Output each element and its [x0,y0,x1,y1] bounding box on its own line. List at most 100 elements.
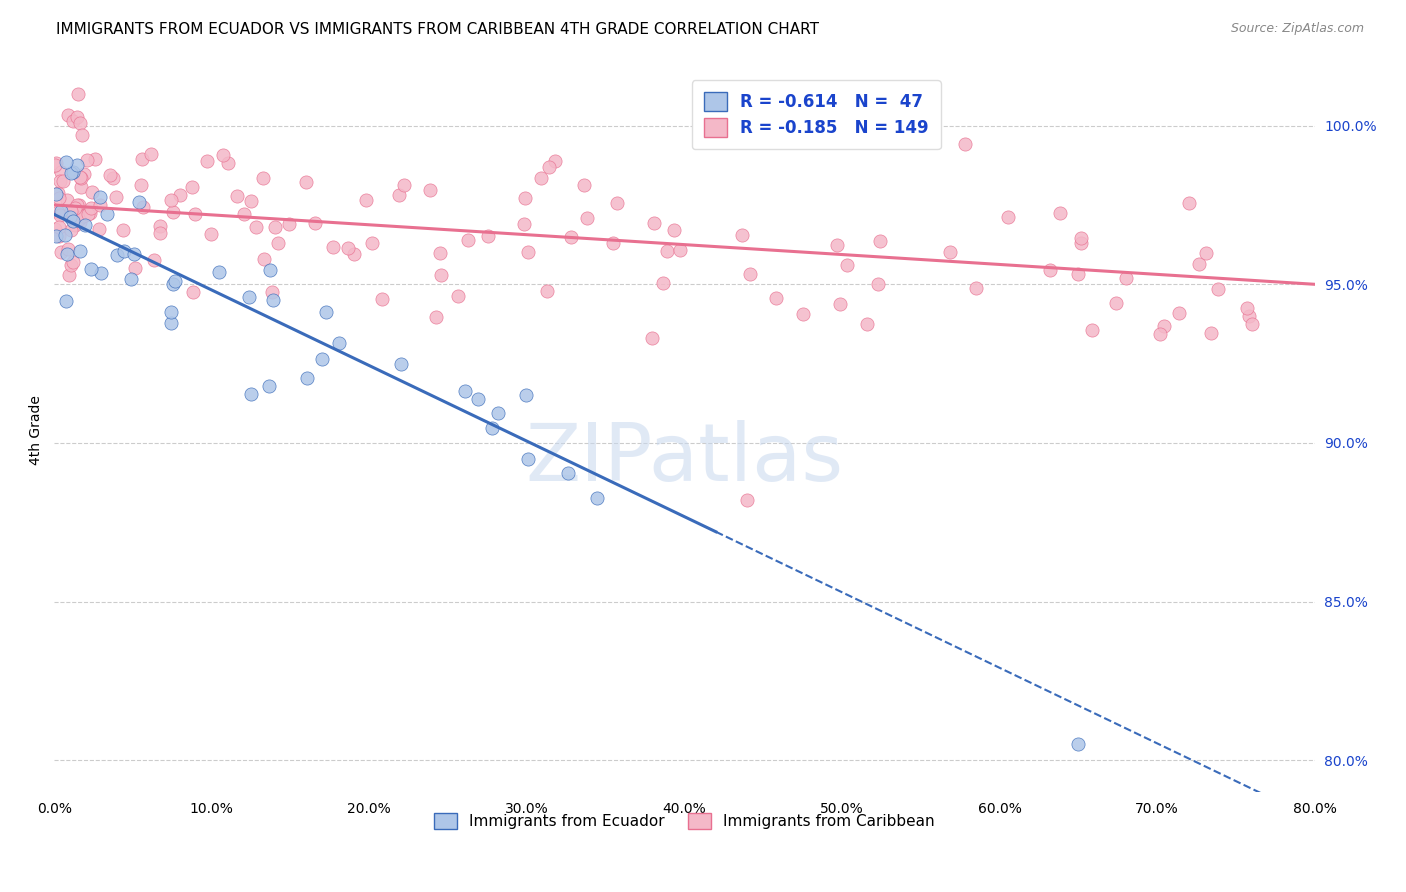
Point [477,229,499,244]
Point [200,227,222,241]
Point [837,258,859,272]
Point [454,384,477,399]
Point [1039,263,1062,277]
Point [48,174,70,188]
Text: IMMIGRANTS FROM ECUADOR VS IMMIGRANTS FROM CARIBBEAN 4TH GRADE CORRELATION CHART: IMMIGRANTS FROM ECUADOR VS IMMIGRANTS FR… [56,22,820,37]
Point [79,201,101,215]
Point [544,153,567,168]
Point [388,188,411,202]
Point [48,228,70,243]
Point [73,208,96,222]
Point [89,190,111,204]
Point [304,216,326,230]
Point [56,242,79,256]
Point [51,245,73,260]
Point [252,170,274,185]
Point [572,178,595,193]
Point [55,154,77,169]
Point [360,235,382,250]
Point [481,421,503,435]
Point [67,87,90,101]
Point [828,297,851,311]
Text: ZIPatlas: ZIPatlas [526,420,844,498]
Point [60,259,83,273]
Point [44,221,66,235]
Point [239,387,262,401]
Point [62,113,84,128]
Point [662,223,685,237]
Point [652,276,675,290]
Point [557,466,579,480]
Point [735,493,758,508]
Point [56,108,79,122]
Point [1237,309,1260,323]
Point [128,195,150,210]
Point [169,187,191,202]
Point [160,316,183,330]
Point [1195,245,1218,260]
Point [66,158,89,172]
Point [49,208,72,222]
Point [575,211,598,226]
Point [1206,282,1229,296]
Point [48,191,70,205]
Point [257,379,280,393]
Point [225,189,247,203]
Point [165,274,187,288]
Legend: Immigrants from Ecuador, Immigrants from Caribbean: Immigrants from Ecuador, Immigrants from… [427,806,941,835]
Point [132,200,155,214]
Point [131,152,153,166]
Point [1105,296,1128,310]
Point [67,198,90,212]
Point [253,252,276,267]
Point [122,247,145,261]
Point [67,211,90,226]
Point [232,207,254,221]
Point [530,171,553,186]
Point [371,292,394,306]
Point [79,205,101,219]
Point [112,244,135,259]
Point [59,223,82,237]
Point [73,218,96,232]
Point [70,180,93,194]
Point [1067,267,1090,281]
Point [111,223,134,237]
Point [195,154,218,169]
Point [295,175,318,189]
Point [356,193,378,207]
Point [641,331,664,345]
Point [80,185,103,199]
Point [181,285,204,299]
Point [45,186,67,201]
Point [389,357,412,371]
Point [103,171,125,186]
Point [538,160,561,174]
Point [1080,323,1102,337]
Point [560,230,582,244]
Point [56,246,79,260]
Point [62,165,84,179]
Point [62,254,84,268]
Point [731,228,754,243]
Point [100,168,122,182]
Point [1149,326,1171,341]
Point [997,210,1019,224]
Point [105,248,128,262]
Point [60,166,83,180]
Point [792,307,814,321]
Point [337,241,360,255]
Point [825,238,848,252]
Point [76,207,98,221]
Point [517,245,540,260]
Point [1236,301,1258,316]
Point [1199,326,1222,341]
Point [602,235,624,250]
Point [63,202,86,216]
Point [315,304,337,318]
Point [66,110,89,124]
Point [83,152,105,166]
Point [73,167,96,181]
Point [69,244,91,259]
Point [87,222,110,236]
